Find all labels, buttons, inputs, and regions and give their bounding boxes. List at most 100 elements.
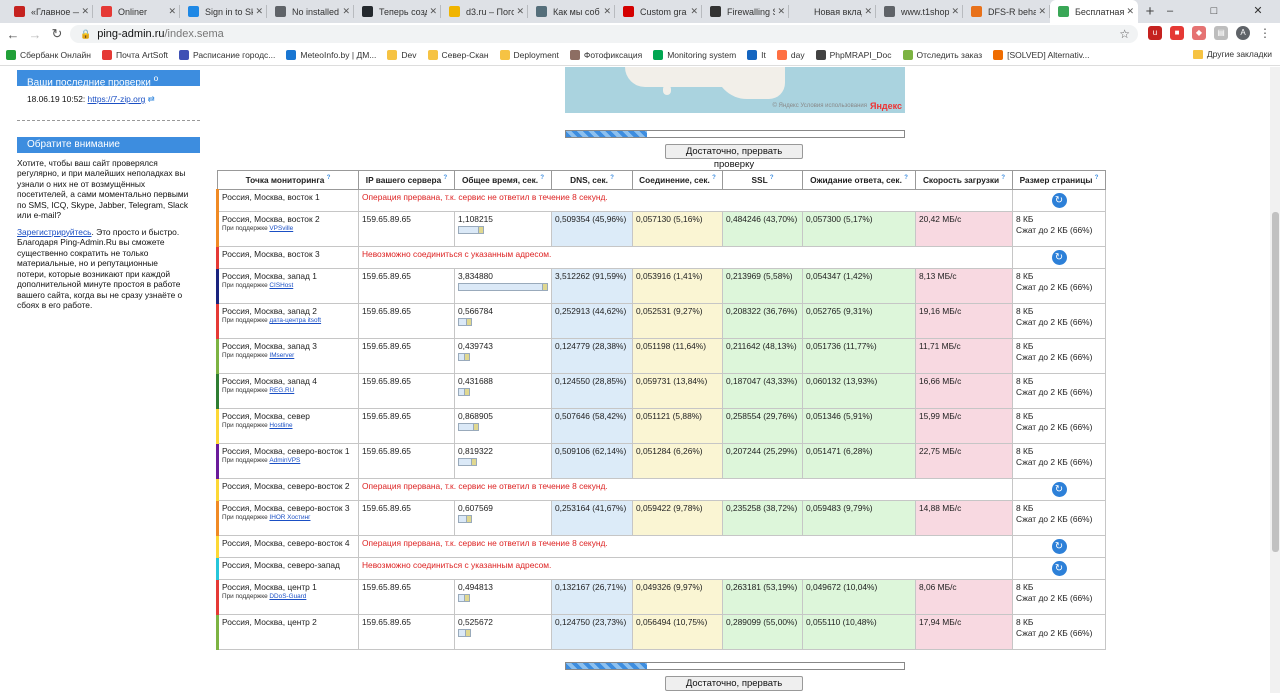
close-icon[interactable]: ✕ [1126,6,1134,16]
vertical-scrollbar[interactable] [1270,67,1280,693]
register-link[interactable]: Зарегистрируйтесь [17,226,92,237]
browser-tab[interactable]: Firewalling S ✕ [702,0,789,23]
help-icon[interactable]: ? [712,175,716,182]
browser-tab[interactable]: Custom gra ✕ [615,0,702,23]
help-icon[interactable]: ? [769,175,774,182]
bookmark-item[interactable]: [SOLVED] Alternativ... [993,50,1089,60]
browser-tab[interactable]: Новая вкладка✕ [789,0,876,23]
reload-icon[interactable]: ↻ [1051,561,1067,576]
ext-shield-icon[interactable]: ◆ [1192,26,1206,40]
ext-pdf-icon[interactable]: ▤ [1214,26,1228,40]
yandex-map[interactable]: © Яндекс Условия использования Яндекс [565,67,905,113]
bookmark-item[interactable]: Сбербанк Онлайн [6,50,91,60]
hoster-link[interactable]: IHOR Хостинг [269,514,311,521]
bookmark-item[interactable]: Почта ArtSoft [101,50,168,60]
help-icon[interactable]: ? [610,175,614,182]
close-icon[interactable]: ✕ [690,6,698,16]
bookmark-star-icon[interactable]: ☆ [1119,27,1130,41]
other-bookmarks-folder[interactable]: Другие закладки [1192,49,1272,59]
speed-cell: 17,94 МБ/с [915,614,1013,650]
ssl-cell: 0,235258 (38,72%) [722,500,803,536]
stop-check-button-bottom[interactable]: Достаточно, прервать проверку [665,676,803,693]
help-icon[interactable]: ? [443,175,448,182]
close-icon[interactable]: ✕ [777,6,785,16]
hoster-link[interactable]: IMserver [269,352,295,359]
ip-cell: 159.65.89.65 [358,408,455,444]
close-icon[interactable]: ✕ [81,6,89,16]
monitoring-point-cell: Россия, Москва, центр 2 [216,614,359,650]
hoster-link[interactable]: CISHost [269,282,294,289]
url-input[interactable]: 🔒 ping-admin.ru/index.sema ☆ [70,25,1138,43]
close-icon[interactable]: ✕ [516,6,524,16]
external-link-icon[interactable]: ⇄ [147,94,155,104]
map-copyright[interactable]: © Яндекс Условия использования [772,103,867,109]
hoster-link[interactable]: Hostline [269,422,293,429]
connection-cell: 0,057130 (5,16%) [632,211,723,247]
close-icon[interactable]: ✕ [342,6,350,16]
reload-icon[interactable]: ↻ [1051,193,1067,208]
close-icon[interactable]: ✕ [1038,6,1046,16]
minimize-button[interactable]: – [1166,5,1174,17]
reload-icon[interactable]: ↻ [1051,539,1067,554]
stop-check-button-top[interactable]: Достаточно, прервать проверку [665,144,803,170]
ext-red-icon[interactable]: ■ [1170,26,1184,40]
hoster-link[interactable]: REG.RU [269,387,295,394]
speed-cell: 19,16 МБ/с [915,303,1013,339]
page-gzip: Сжат до 2 КБ (66%) [1016,352,1093,362]
browser-tab[interactable]: Sign in to Sk ✕ [180,0,267,23]
bookmark-item[interactable]: Отследить заказ [902,50,982,60]
help-icon[interactable]: o [153,73,159,83]
tab-title: www.t1shop [901,6,950,17]
close-icon[interactable]: ✕ [429,6,437,16]
bookmark-item[interactable]: Фотофиксация [569,50,642,60]
browser-tab[interactable]: No installed ✕ [267,0,354,23]
help-icon[interactable]: ? [904,175,908,182]
bookmark-item[interactable]: MeteoInfo.by | ДМ... [286,50,376,60]
bookmark-item[interactable]: Monitoring system [653,50,736,60]
help-icon[interactable]: ? [1001,175,1006,182]
scrollbar-thumb[interactable] [1272,212,1279,552]
help-icon[interactable]: ? [540,175,545,182]
hoster-link[interactable]: AdminVPS [269,457,301,464]
reload-icon[interactable]: ↻ [1051,482,1067,497]
browser-tab[interactable]: Бесплатная ✕ [1050,0,1138,23]
browser-tab[interactable]: d3.ru – Пого ✕ [441,0,528,23]
close-icon[interactable]: ✕ [168,6,176,16]
maximize-button[interactable]: □ [1210,5,1218,17]
bookmark-item[interactable]: Север-Скан [427,50,489,60]
help-icon[interactable]: ? [326,175,331,182]
ublock-icon[interactable]: u [1148,26,1162,40]
hoster-link[interactable]: VPSville [269,225,294,232]
close-icon[interactable]: ✕ [951,6,959,16]
bookmark-item[interactable]: It [747,50,766,60]
help-icon[interactable]: ? [1094,175,1099,182]
reload-icon[interactable]: ↻ [51,26,63,41]
browser-tab[interactable]: www.t1shop ✕ [876,0,963,23]
browser-tab[interactable]: DFS-R behav✕ [963,0,1050,23]
bookmark-item[interactable]: Dev [387,50,417,60]
browser-tab[interactable]: Onliner ✕ [93,0,180,23]
forward-icon[interactable]: → [28,26,42,42]
bookmark-item[interactable]: Расписание городс... [178,50,275,60]
hoster-link[interactable]: DDoS-Guard [269,593,307,600]
table-row: Россия, Москва, северо-восток 2 Операция… [216,478,1106,501]
tab-title: Custom gra [640,6,687,17]
new-tab-button[interactable]: + [1145,3,1155,20]
hoster-link[interactable]: дата-центра itsoft [269,317,322,324]
browser-tab[interactable]: «Главное — ✕ [6,0,93,23]
close-icon[interactable]: ✕ [864,6,872,16]
bookmark-item[interactable]: Deployment [499,50,559,60]
reload-icon[interactable]: ↻ [1051,250,1067,265]
profile-avatar[interactable]: A [1236,26,1250,40]
browser-tab[interactable]: Теперь созд ✕ [354,0,441,23]
menu-icon[interactable]: ⋮ [1259,26,1271,40]
close-window-button[interactable]: ✕ [1253,5,1263,17]
bookmark-item[interactable]: PhpMRAPI_Doc [815,50,892,60]
back-icon[interactable]: ← [6,26,20,42]
monitoring-point-name: Россия, Москва, северо-запад [222,560,340,570]
close-icon[interactable]: ✕ [603,6,611,16]
close-icon[interactable]: ✕ [255,6,263,16]
bookmark-item[interactable]: day [776,50,805,60]
browser-tab[interactable]: Как мы соб ✕ [528,0,615,23]
recent-check-link[interactable]: https://7-zip.org [87,94,146,104]
